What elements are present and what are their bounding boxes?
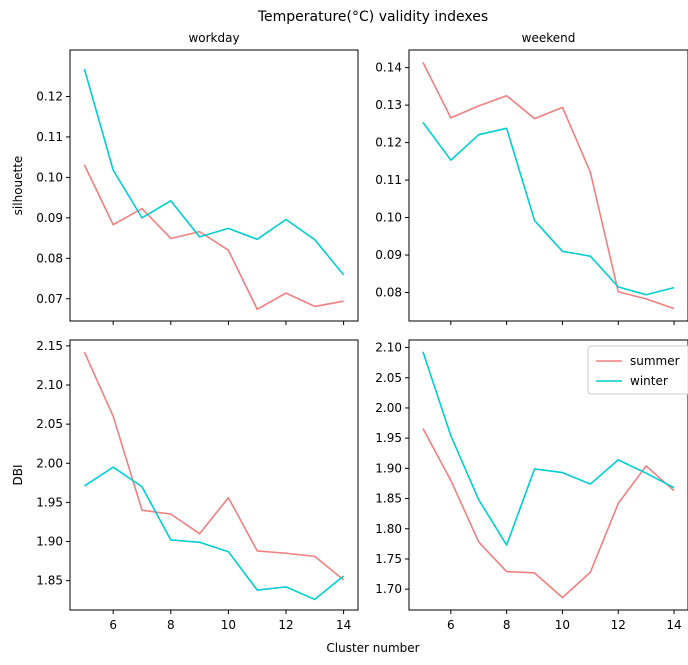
workday-silhouette-y-axis-label: silhouette (11, 156, 25, 216)
workday-dbi-summer-line (83, 351, 345, 581)
workday-dbi-panel: DBI 6 8 10 12 14 1.85 1.90 1.95 2.00 2.05 2.10 2.15 (11, 339, 359, 632)
workday-dbi-y-tick-label: 2.10 (36, 378, 63, 392)
weekend-dbi-y-tick-label: 1.90 (375, 461, 402, 475)
workday-dbi-y-tick-label: 1.90 (36, 535, 63, 549)
workday-dbi-winter-line (83, 466, 345, 601)
weekend-dbi-y-tick-label: 1.85 (375, 492, 402, 506)
workday-dbi-axes-frame (69, 339, 359, 611)
workday-silhouette-y-tick-label: 0.07 (36, 292, 63, 306)
weekend-silhouette-title: weekend (522, 31, 576, 45)
weekend-silhouette-y-tick-label: 0.09 (375, 248, 402, 262)
weekend-silhouette-winter-line (422, 121, 675, 296)
weekend-dbi-x-tick-label: 12 (611, 618, 626, 632)
workday-silhouette-summer-line (83, 164, 344, 311)
figure-x-axis-label: Cluster number (326, 641, 419, 655)
workday-dbi-y-tick-label: 1.85 (36, 574, 63, 588)
weekend-dbi-winter-line (422, 351, 675, 546)
workday-silhouette-y-tick-label: 0.10 (36, 170, 63, 184)
workday-dbi-x-tick-label: 10 (221, 618, 236, 632)
weekend-dbi-y-tick-label: 2.10 (375, 341, 402, 355)
workday-silhouette-winter-line (83, 68, 345, 276)
workday-dbi-y-tick-label: 2.15 (36, 339, 63, 353)
subplot-grid: workday silhouette 0.07 0.08 0.09 0.10 0.11 0.1… (11, 31, 688, 632)
workday-dbi-y-tick-label: 1.95 (36, 495, 63, 509)
weekend-silhouette-y-tick-label: 0.10 (375, 211, 402, 225)
workday-silhouette-y-tick-label: 0.11 (36, 130, 63, 144)
weekend-dbi-y-tick-label: 1.95 (375, 431, 402, 445)
weekend-dbi-x-tick-label: 8 (503, 618, 511, 632)
figure-title: Temperature(°C) validity indexes (257, 9, 488, 25)
workday-silhouette-y-tick-label: 0.12 (36, 90, 63, 104)
workday-dbi-y-tick-label: 2.05 (36, 417, 63, 431)
workday-dbi-x-tick-label: 14 (336, 618, 351, 632)
workday-silhouette-y-tick-label: 0.08 (36, 251, 63, 265)
weekend-silhouette-panel: weekend 0.08 0.09 0.10 0.11 0.12 0.13 0.14 (375, 31, 688, 325)
weekend-dbi-x-tick-label: 14 (666, 618, 681, 632)
workday-silhouette-title: workday (188, 31, 239, 45)
workday-silhouette-axes-frame (69, 49, 359, 322)
weekend-dbi-legend: summer winter (587, 345, 688, 395)
workday-dbi-x-tick-label: 12 (278, 618, 293, 632)
workday-dbi-x-tick-label: 8 (167, 618, 175, 632)
weekend-dbi-y-tick-label: 1.75 (375, 552, 402, 566)
weekend-silhouette-y-tick-label: 0.13 (375, 98, 402, 112)
weekend-dbi-x-tick-label: 10 (555, 618, 570, 632)
workday-dbi-x-tick-label: 6 (109, 618, 117, 632)
weekend-silhouette-axes-frame (408, 49, 688, 322)
weekend-dbi-axes-frame (408, 339, 688, 611)
workday-silhouette-panel: workday silhouette 0.07 0.08 0.09 0.10 0.11 0.1… (11, 31, 359, 325)
weekend-dbi-legend-box (587, 345, 688, 395)
weekend-silhouette-y-tick-label: 0.08 (375, 286, 402, 300)
legend-winter-label: winter (630, 374, 668, 388)
weekend-silhouette-summer-line (422, 62, 675, 310)
weekend-dbi-y-tick-label: 1.70 (375, 582, 402, 596)
workday-dbi-y-axis-label: DBI (11, 464, 25, 485)
weekend-dbi-x-tick-label: 6 (447, 618, 455, 632)
weekend-silhouette-y-tick-label: 0.14 (375, 61, 402, 75)
weekend-silhouette-y-tick-label: 0.12 (375, 136, 402, 150)
weekend-dbi-y-tick-label: 1.80 (375, 522, 402, 536)
weekend-dbi-y-tick-label: 2.05 (375, 371, 402, 385)
workday-silhouette-y-tick-label: 0.09 (36, 211, 63, 225)
legend-summer-label: summer (630, 354, 680, 368)
weekend-dbi-y-tick-label: 2.00 (375, 401, 402, 415)
weekend-dbi-panel: 6 8 10 12 14 1.70 1.75 1.80 1.85 1.90 1.95 2.00 2.05… (375, 339, 688, 632)
weekend-dbi-summer-line (422, 428, 675, 599)
weekend-silhouette-y-tick-label: 0.11 (375, 173, 402, 187)
workday-dbi-y-tick-label: 2.00 (36, 456, 63, 470)
